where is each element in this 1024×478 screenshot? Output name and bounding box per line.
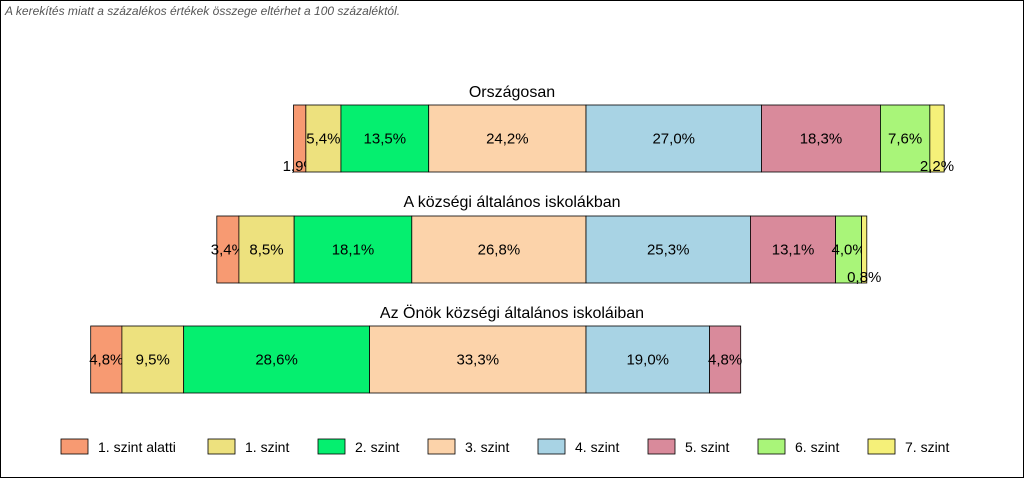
legend-item: 6. szint (757, 438, 839, 455)
data-label: 26,8% (478, 242, 521, 259)
data-label: 2,2% (920, 158, 954, 175)
legend-label: 6. szint (795, 439, 839, 455)
legend-item: 1. szint (207, 438, 289, 455)
legend-swatch (60, 438, 89, 455)
data-label: 18,1% (332, 242, 375, 259)
bar-segment (183, 325, 370, 394)
data-label: 9,5% (136, 352, 170, 369)
legend-label: 1. szint (245, 439, 289, 455)
legend-swatch (207, 438, 236, 455)
legend-swatch (867, 438, 896, 455)
legend-swatch (537, 438, 566, 455)
bar-segment (121, 325, 185, 394)
data-label: 13,1% (772, 242, 815, 259)
data-label: 5,4% (306, 131, 340, 148)
legend-label: 2. szint (355, 439, 399, 455)
bar-segment (293, 215, 413, 284)
data-label: 27,0% (652, 131, 695, 148)
legend-swatch (317, 438, 346, 455)
bar-segment (835, 215, 862, 284)
bar-segment (709, 325, 742, 394)
legend-label: 7. szint (905, 439, 949, 455)
legend-label: 4. szint (575, 439, 619, 455)
bar-segment (761, 104, 881, 173)
legend-item: 5. szint (647, 438, 729, 455)
data-label: 18,3% (800, 131, 843, 148)
bar-segment (411, 215, 587, 284)
legend-swatch (757, 438, 786, 455)
legend-label: 5. szint (685, 439, 729, 455)
bar-group-3: Az Önök községi általános iskoláiban 4,8%… (89, 304, 742, 394)
category-label: Országosan (469, 84, 555, 101)
legend-swatch (647, 438, 676, 455)
bar-segment (305, 104, 342, 173)
bar-segment (861, 215, 868, 284)
data-label: 4,8% (708, 352, 742, 369)
legend-item: 1. szint alatti (60, 438, 176, 455)
data-label: 19,0% (626, 352, 669, 369)
legend-item: 2. szint (317, 438, 399, 455)
legend-item: 4. szint (537, 438, 619, 455)
legend-label: 1. szint alatti (98, 439, 176, 455)
legend-label: 3. szint (465, 439, 509, 455)
data-label: 0,8% (847, 269, 881, 286)
data-label: 8,5% (249, 242, 283, 259)
bar-segment (880, 104, 931, 173)
bar-segment (750, 215, 837, 284)
category-label: A községi általános iskolákban (403, 194, 620, 211)
bar-segment (585, 215, 751, 284)
bar-segment (369, 325, 587, 394)
data-label: 7,6% (888, 131, 922, 148)
bar-segment (238, 215, 295, 284)
data-label: 24,2% (486, 131, 529, 148)
legend-item: 7. szint (867, 438, 949, 455)
bar-segment (929, 104, 945, 173)
bar-segment (428, 104, 587, 173)
bar-group-2: A községi általános iskolákban 3,4% 8,5% 18… (211, 194, 882, 286)
legend-item: 3. szint (427, 438, 509, 455)
data-label: 13,5% (364, 131, 407, 148)
rounding-note: A kerekítés miatt a százalékos értékek ö… (5, 4, 401, 18)
bar-segment (90, 325, 123, 394)
bar-segment (585, 325, 710, 394)
data-label: 3,4% (211, 242, 245, 259)
data-label: 4,0% (831, 242, 865, 259)
data-label: 33,3% (457, 352, 500, 369)
category-label: Az Önök községi általános iskoláiban (380, 304, 644, 322)
data-label: 25,3% (647, 242, 690, 259)
legend-swatch (427, 438, 456, 455)
data-label: 28,6% (255, 352, 298, 369)
bar-segment (340, 104, 430, 173)
data-label: 4,8% (89, 352, 123, 369)
